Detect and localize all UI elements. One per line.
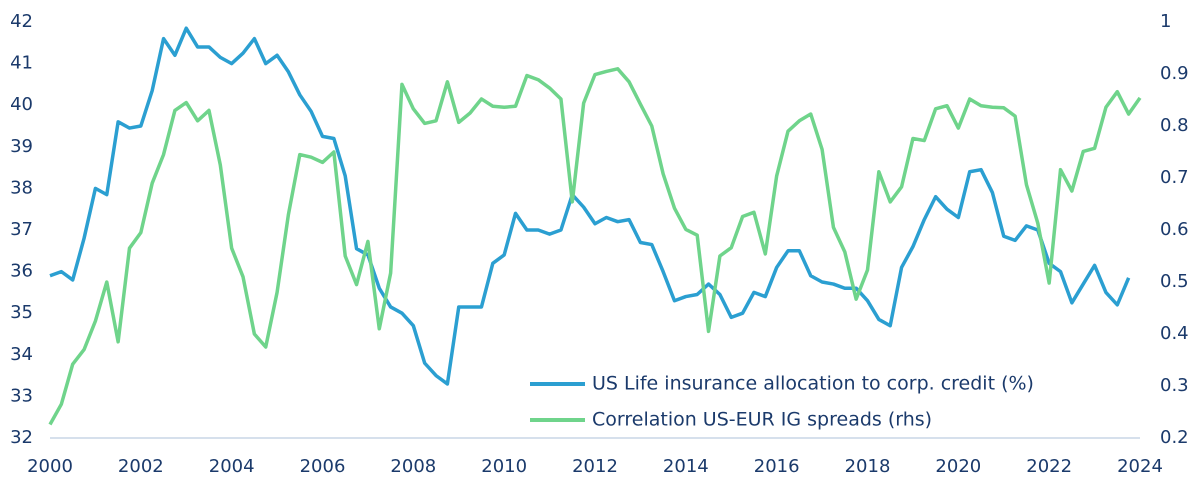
y2-tick-label: 0.3 (1160, 375, 1189, 396)
y-tick-label: 35 (10, 302, 33, 323)
y-tick-label: 37 (10, 219, 33, 240)
y-tick-label: 33 (10, 385, 33, 406)
x-tick-label: 2006 (300, 456, 346, 477)
x-tick-label: 2014 (663, 456, 709, 477)
y2-tick-label: 0.5 (1160, 271, 1189, 292)
y2-tick-label: 0.9 (1160, 63, 1189, 84)
y-tick-label: 38 (10, 177, 33, 198)
legend-label: US Life insurance allocation to corp. cr… (592, 373, 1034, 395)
y-tick-label: 34 (10, 344, 33, 365)
x-tick-label: 2012 (572, 456, 618, 477)
y-tick-label: 36 (10, 261, 33, 282)
x-tick-label: 2022 (1026, 456, 1072, 477)
legend-label: Correlation US-EUR IG spreads (rhs) (592, 409, 932, 431)
x-tick-label: 2020 (935, 456, 981, 477)
y2-tick-label: 1 (1160, 11, 1171, 32)
x-tick-label: 2004 (209, 456, 255, 477)
y-tick-label: 42 (10, 11, 33, 32)
series-line (49, 26, 1131, 386)
x-tick-label: 2010 (481, 456, 527, 477)
y2-tick-label: 0.4 (1160, 323, 1189, 344)
x-tick-label: 2018 (845, 456, 891, 477)
y-tick-label: 41 (10, 53, 33, 74)
x-tick-label: 2016 (754, 456, 800, 477)
y2-tick-label: 0.2 (1160, 427, 1189, 448)
x-tick-label: 2008 (390, 456, 436, 477)
y-tick-label: 32 (10, 427, 33, 448)
x-tick-label: 2000 (27, 456, 73, 477)
y2-tick-label: 0.7 (1160, 167, 1189, 188)
y-tick-label: 39 (10, 136, 33, 157)
x-tick-label: 2024 (1117, 456, 1163, 477)
series-line (48, 67, 1142, 426)
y2-tick-label: 0.6 (1160, 219, 1189, 240)
y2-tick-label: 0.8 (1160, 115, 1189, 136)
y-tick-label: 40 (10, 94, 33, 115)
x-tick-label: 2002 (118, 456, 164, 477)
